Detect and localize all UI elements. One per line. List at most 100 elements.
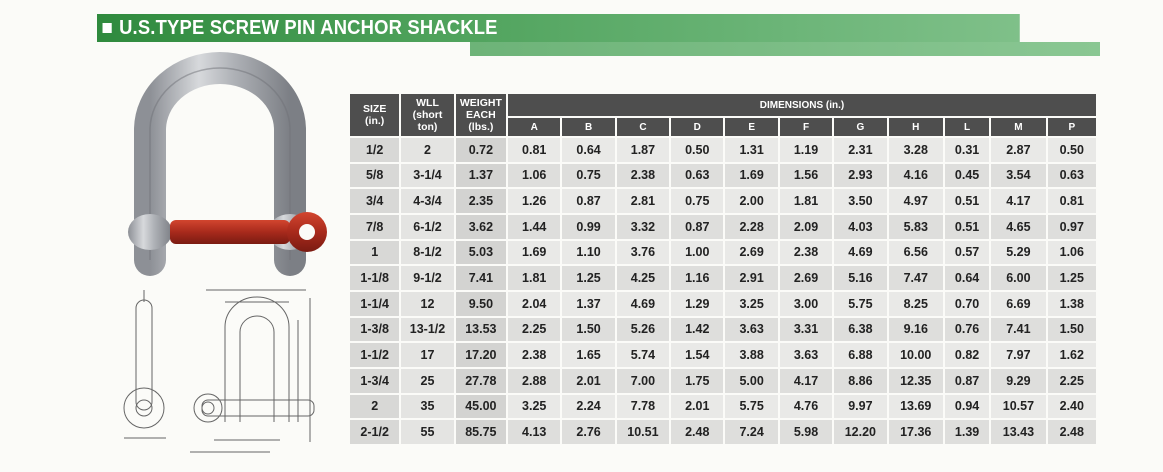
table-cell: 8.86 xyxy=(833,367,889,395)
table-cell: 0.50 xyxy=(1046,137,1099,164)
table-cell: 85.75 xyxy=(454,419,509,446)
table-cell: 4.69 xyxy=(615,290,672,318)
table-cell: 0.31 xyxy=(943,137,992,164)
table-cell: 3-1/4 xyxy=(400,162,456,190)
table-cell: 1-1/2 xyxy=(350,342,402,369)
table-cell: 9.50 xyxy=(454,290,509,318)
table-cell: 4.65 xyxy=(990,213,1048,241)
table-row: 1-3/4 25 27.78 2.88 2.01 7.00 1.75 5.00 4.17 8.86… xyxy=(350,367,1099,395)
spec-table-body: 1/2 2 0.72 0.81 0.64 1.87 0.50 1.31 1.19 2.31 3.28… xyxy=(350,137,1099,446)
title-underline xyxy=(470,42,1100,56)
table-cell: 0.87 xyxy=(670,213,726,241)
table-cell: 13-1/2 xyxy=(400,316,456,344)
table-cell: 4.76 xyxy=(778,393,835,421)
table-cell: 7/8 xyxy=(350,213,402,241)
table-cell: 1-1/8 xyxy=(350,265,402,292)
table-cell: 1.65 xyxy=(561,342,617,369)
table-cell: 2.48 xyxy=(1046,419,1099,446)
table-cell: 0.99 xyxy=(561,213,617,241)
header-dim-g: G xyxy=(833,117,889,138)
table-cell: 2.93 xyxy=(833,162,889,190)
table-cell: 1.62 xyxy=(1046,342,1099,369)
table-cell: 1.37 xyxy=(561,290,617,318)
table-cell: 4.25 xyxy=(615,265,672,292)
table-cell: 4.17 xyxy=(778,367,835,395)
table-cell: 2.28 xyxy=(724,213,780,241)
table-row: 2 35 45.00 3.25 2.24 7.78 2.01 5.75 4.76 9.97 13.6… xyxy=(350,393,1099,421)
table-row: 1 8-1/2 5.03 1.69 1.10 3.76 1.00 2.69 2.38 4.69 6.… xyxy=(350,239,1099,267)
table-cell: 3.54 xyxy=(990,162,1048,190)
table-cell: 1.42 xyxy=(670,316,726,344)
table-cell: 2.48 xyxy=(670,419,726,446)
table-cell: 25 xyxy=(400,367,456,395)
table-cell: 8-1/2 xyxy=(400,239,456,267)
table-cell: 0.94 xyxy=(943,393,992,421)
table-cell: 0.63 xyxy=(670,162,726,190)
table-cell: 0.75 xyxy=(670,188,726,215)
table-cell: 2.35 xyxy=(454,188,509,215)
table-cell: 1.37 xyxy=(454,162,509,190)
table-cell: 9-1/2 xyxy=(400,265,456,292)
table-cell: 1.26 xyxy=(507,188,563,215)
table-cell: 2.25 xyxy=(507,316,563,344)
header-dim-c: C xyxy=(615,117,672,138)
table-cell: 2.31 xyxy=(833,137,889,164)
table-cell: 7.00 xyxy=(615,367,672,395)
table-cell: 3.50 xyxy=(833,188,889,215)
table-cell: 5.16 xyxy=(833,265,889,292)
table-cell: 1.16 xyxy=(670,265,726,292)
header-wll: WLL (short ton) xyxy=(400,94,456,138)
table-cell: 0.76 xyxy=(943,316,992,344)
table-row: 1-1/4 12 9.50 2.04 1.37 4.69 1.29 3.25 3.00 5.75 8… xyxy=(350,290,1099,318)
table-cell: 1.38 xyxy=(1046,290,1099,318)
table-cell: 4.16 xyxy=(887,162,945,190)
table-cell: 13.43 xyxy=(990,419,1048,446)
table-cell: 2.87 xyxy=(990,137,1048,164)
table-cell: 10.57 xyxy=(990,393,1048,421)
table-cell: 4.69 xyxy=(833,239,889,267)
table-cell: 9.16 xyxy=(887,316,945,344)
table-cell: 9.97 xyxy=(833,393,889,421)
table-cell: 3.88 xyxy=(724,342,780,369)
table-cell: 3.00 xyxy=(778,290,835,318)
table-cell: 1.50 xyxy=(1046,316,1099,344)
header-size: SIZE (in.) xyxy=(350,94,402,138)
table-cell: 1-3/4 xyxy=(350,367,402,395)
table-cell: 1.39 xyxy=(943,419,992,446)
header-dim-m: M xyxy=(990,117,1048,138)
table-cell: 1.81 xyxy=(778,188,835,215)
table-cell: 0.64 xyxy=(561,137,617,164)
table-cell: 7.78 xyxy=(615,393,672,421)
table-cell: 17.36 xyxy=(887,419,945,446)
table-cell: 1 xyxy=(350,239,402,267)
table-cell: 13.69 xyxy=(887,393,945,421)
table-cell: 2.01 xyxy=(670,393,726,421)
dimension-drawing xyxy=(123,289,315,453)
table-cell: 2.01 xyxy=(561,367,617,395)
table-cell: 7.97 xyxy=(990,342,1048,369)
table-cell: 0.72 xyxy=(454,137,509,164)
table-cell: 3.28 xyxy=(887,137,945,164)
table-cell: 2.38 xyxy=(778,239,835,267)
table-cell: 2-1/2 xyxy=(350,419,402,446)
table-cell: 2.25 xyxy=(1046,367,1099,395)
table-cell: 2.88 xyxy=(507,367,563,395)
table-cell: 6.69 xyxy=(990,290,1048,318)
table-cell: 8.25 xyxy=(887,290,945,318)
header-weight: WEIGHT EACH (lbs.) xyxy=(454,94,509,138)
table-cell: 2.00 xyxy=(724,188,780,215)
table-cell: 1.31 xyxy=(724,137,780,164)
table-cell: 0.45 xyxy=(943,162,992,190)
table-cell: 35 xyxy=(400,393,456,421)
table-cell: 3.25 xyxy=(724,290,780,318)
table-cell: 1.29 xyxy=(670,290,726,318)
table-cell: 2.09 xyxy=(778,213,835,241)
table-cell: 5.26 xyxy=(615,316,672,344)
table-row: 2-1/2 55 85.75 4.13 2.76 10.51 2.48 7.24 5.98 12.… xyxy=(350,419,1099,446)
table-cell: 2.04 xyxy=(507,290,563,318)
table-cell: 3.63 xyxy=(724,316,780,344)
table-cell: 17.20 xyxy=(454,342,509,369)
table-row: 1-1/8 9-1/2 7.41 1.81 1.25 4.25 1.16 2.91 2.69 5.… xyxy=(350,265,1099,292)
table-cell: 1.25 xyxy=(561,265,617,292)
